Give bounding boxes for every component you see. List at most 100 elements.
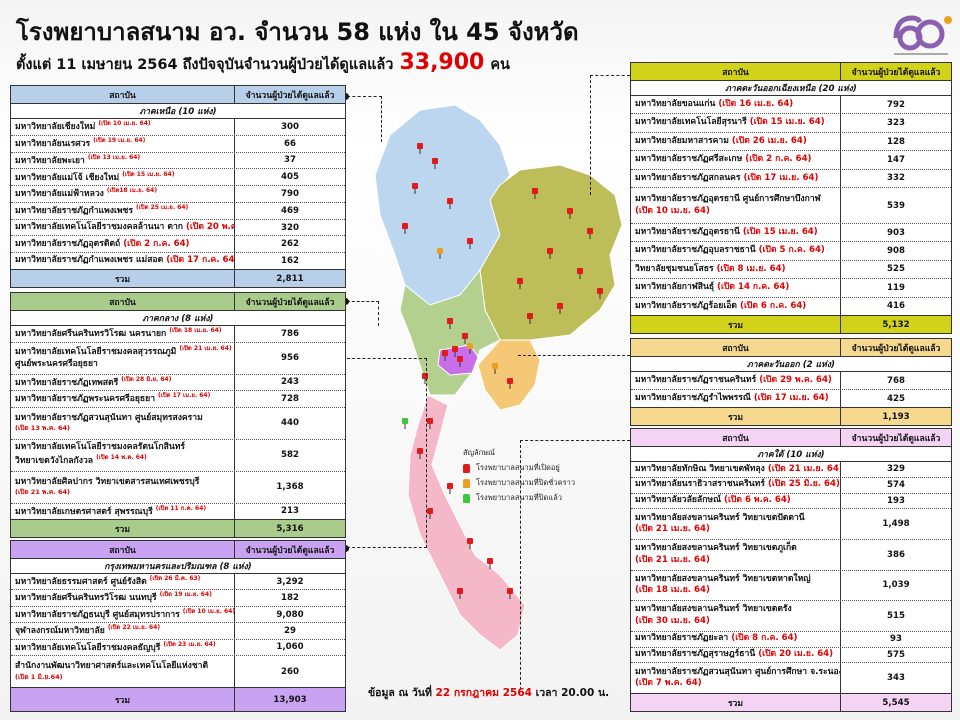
table-row: มหาวิทยาลัยทักษิณ วิทยาเขตพัทลุง (เปิด 21…	[631, 462, 951, 478]
institution-name: มหาวิทยาลัยพะเยา	[15, 155, 85, 166]
institution-line: มหาวิทยาลัยราชภัฏกำแพงเพชร (เปิด 25 เม.ย.…	[15, 204, 230, 217]
table-row: มหาวิทยาลัยราชภัฏอุตรดิตถ์ (เปิด 2 ก.ค. 6…	[11, 236, 345, 254]
column-header-institution: สถาบัน	[11, 293, 235, 310]
institution-cell: มหาวิทยาลัยราชภัฏอุดรธานี (เปิด 15 เม.ย. …	[631, 223, 841, 242]
legend-item-temp-closed: โรงพยาบาลสนามที่ปิดชั่วคราว	[463, 477, 575, 489]
institution-line: มหาวิทยาลัยราชภัฏพระนครศรีอยุธยา (เปิด 17…	[15, 392, 230, 405]
institution-line: มหาวิทยาลัยนราธิวาสราชนครินทร์ (เปิด 25 ม…	[635, 479, 840, 491]
map-pin-icon	[467, 538, 473, 549]
map-pin-icon	[517, 278, 523, 289]
institution-cell: มหาวิทยาลัยวลัยลักษณ์ (เปิด 6 พ.ค. 64)	[631, 493, 841, 509]
patient-count: 469	[281, 205, 299, 216]
opening-date: (เปิด 6 ก.ค. 64)	[740, 300, 807, 311]
map-region-east	[477, 339, 541, 411]
institution-cell: มหาวิทยาลัยนเรศวร (เปิด 19 เม.ย. 64)	[11, 135, 235, 152]
institution-name: มหาวิทยาลัยสงขลานครินทร์ วิทยาเขตปัตตานี	[635, 512, 805, 523]
region-label: ภาคเหนือ (10 แห่ง)	[11, 103, 345, 119]
table-row: มหาวิทยาลัยเชียงใหม่ (เปิด 10 เม.ย. 64) 30…	[11, 119, 345, 136]
institution-name: มหาวิทยาลัยราชภัฏกำแพงเพชร	[15, 205, 133, 216]
patient-count: 320	[281, 222, 299, 233]
institution-name: มหาวิทยาลัยเทคโนโลยีราชมงคลรัตนโกสินทร์	[15, 442, 186, 453]
legend-item-closed: โรงพยาบาลสนามที่ปิดแล้ว	[463, 492, 575, 504]
table-row: มหาวิทยาลัยขอนแก่น (เปิด 16 เม.ย. 64) 792	[631, 96, 951, 115]
table-row: มหาวิทยาลัยราชภัฏพระนครศรีอยุธยา (เปิด 17…	[11, 391, 345, 408]
map-pin-icon	[427, 418, 433, 429]
institution-line: มหาวิทยาลัยราชภัฏยะลา (เปิด 8 ก.ค. 64)	[635, 633, 836, 645]
opening-date: (เปิด 13 เม.ย. 64)	[87, 153, 141, 161]
map-pin-icon	[417, 143, 423, 154]
institution-name: จุฬาลงกรณ์มหาวิทยาลัย	[15, 626, 105, 637]
institution-name: มหาวิทยาลัยวลัยลักษณ์	[635, 495, 722, 506]
table-row: มหาวิทยาลัยศิลปากร วิทยาเขตสารสนเทศเพชรบ…	[11, 471, 345, 504]
institution-name: มหาวิทยาลัยราชภัฏอุดรธานี ศูนย์การศึกษาบ…	[635, 193, 821, 204]
patient-count: 343	[887, 673, 905, 684]
patient-count: 425	[887, 393, 905, 404]
institution-cell: มหาวิทยาลัยราชภัฏกำแพงเพชร (เปิด 25 เม.ย.…	[11, 202, 235, 219]
patient-count: 539	[887, 200, 905, 211]
table-north: สถาบัน จำนวนผู้ป่วยได้ดูแลแล้ว ภาคเหนือ (1…	[10, 85, 346, 288]
total-label: รวม	[631, 694, 841, 711]
patient-count: 300	[281, 121, 299, 132]
institution-line: จุฬาลงกรณ์มหาวิทยาลัย (เปิด 22 เม.ย. 64)	[15, 624, 230, 637]
institution-cell: มหาวิทยาลัยธรรมศาสตร์ ศูนย์รังสิต (เปิด 2…	[11, 574, 235, 590]
institution-line: มหาวิทยาลัยราชภัฏศรีสะเกษ (เปิด 2 ก.ค. 64…	[635, 154, 836, 166]
map-pin-icon	[412, 183, 418, 194]
patient-count: 790	[281, 189, 299, 200]
institution-name: มหาวิทยาลัยศรีนครินทรวิโรฒ นครนายก	[15, 328, 167, 339]
institution-cell: มหาวิทยาลัยทักษิณ วิทยาเขตพัทลุง (เปิด 21…	[631, 462, 841, 477]
map-pin-icon	[487, 558, 493, 569]
institution-name: มหาวิทยาลัยธรรมศาสตร์ ศูนย์รังสิต	[15, 576, 147, 587]
institution-line: มหาวิทยาลัยกาฬสินธุ์ (เปิด 14 ก.ค. 64)	[635, 282, 836, 294]
patient-count: 416	[887, 301, 905, 312]
institution-line: มหาวิทยาลัยสงขลานครินทร์ วิทยาเขตหาดใหญ่	[635, 574, 836, 586]
map-pin-icon	[447, 318, 453, 329]
table-row: มหาวิทยาลัยสงขลานครินทร์ วิทยาเขตปัตตานี…	[631, 509, 951, 540]
institution-line: มหาวิทยาลัยราชภัฏอุตรดิตถ์ (เปิด 2 ก.ค. 6…	[15, 239, 230, 251]
opening-date: (เปิด 19 เม.ย. 64)	[93, 136, 146, 144]
patient-count: 1,039	[882, 580, 910, 591]
opening-date: (เปิด 7 พ.ค. 64)	[635, 678, 702, 689]
table-row: มหาวิทยาลัยสงขลานครินทร์ วิทยาเขตหาดใหญ่…	[631, 570, 951, 602]
institution-cell: มหาวิทยาลัยพะเยา (เปิด 13 เม.ย. 64)	[11, 152, 235, 169]
region-label: ภาคใต้ (10 แห่ง)	[631, 446, 951, 462]
legend-title: สัญลักษณ์	[463, 448, 496, 457]
patient-count: 213	[281, 506, 299, 517]
table-row: มหาวิทยาลัยสงขลานครินทร์ วิทยาเขตตรัง (เป…	[631, 601, 951, 632]
institution-cell: มหาวิทยาลัยสงขลานครินทร์ วิทยาเขตหาดใหญ่…	[631, 570, 841, 601]
institution-cell: มหาวิทยาลัยเทคโนโลยีสุรนารี (เปิด 15 เม.ย…	[631, 114, 841, 132]
table-row: มหาวิทยาลัยราชภัฏอุบลราชธานี (เปิด 5 ก.ค.…	[631, 242, 951, 261]
institution-line: มหาวิทยาลัยนเรศวร (เปิด 19 เม.ย. 64)	[15, 137, 230, 150]
institution-cell: มหาวิทยาลัยราชภัฏราชนครินทร์ (เปิด 29 พ.ค…	[631, 372, 841, 389]
institution-line: สำนักงานพัฒนาวิทยาศาสตร์และเทคโนโลยีแห่ง…	[15, 661, 230, 673]
table-row: มหาวิทยาลัยราชภัฏธนบุรี ศูนย์สมุทรปราการ…	[11, 606, 345, 624]
opening-date: (เปิด 25 เม.ย. 64)	[136, 204, 189, 212]
page-subtitle: ตั้งแต่ 11 เมษายน 2564 ถึงปัจจุบันจำนวนผ…	[16, 50, 510, 76]
opening-date: (เปิด 17 เม.ย. 64)	[753, 392, 829, 403]
map-pin-icon	[547, 248, 553, 259]
region-label: ภาคตะวันออก (2 แห่ง)	[631, 356, 951, 372]
map-pin-icon	[467, 238, 473, 249]
institution-name: มหาวิทยาลัยเกษตรศาสตร์ สุพรรณบุรี	[15, 506, 153, 517]
institution-cell: วิทยาลัยชุมชนยโสธร (เปิด 8 เม.ย. 64)	[631, 260, 841, 279]
table-row: มหาวิทยาลัยเทคโนโลยีสุรนารี (เปิด 15 เม.ย…	[631, 114, 951, 133]
institution-cell: มหาวิทยาลัยศรีนครินทรวิโรฒ นนทบุรี (เปิด …	[11, 590, 235, 606]
table-row: มหาวิทยาลัยเทคโนโลยีราชมงคลล้านนา ตาก (เป…	[11, 219, 345, 237]
table-northeast: สถาบัน จำนวนผู้ป่วยได้ดูแลแล้ว ภาคตะวันออก…	[630, 62, 952, 334]
subtitle-prefix: ตั้งแต่ 11 เมษายน 2564 ถึงปัจจุบันจำนวนผ…	[16, 57, 394, 73]
map-pin-icon	[507, 378, 513, 389]
institution-cell: มหาวิทยาลัยแม่โจ้ เชียงใหม่ (เปิด 15 เม.ย…	[11, 169, 235, 186]
table-row: มหาวิทยาลัยนราธิวาสราชนครินทร์ (เปิด 25 ม…	[631, 477, 951, 494]
institution-line: มหาวิทยาลัยแม่โจ้ เชียงใหม่ (เปิด 15 เม.ย…	[15, 171, 230, 184]
patient-count: 29	[284, 625, 296, 636]
map-pin-icon	[402, 418, 408, 429]
patient-count: 243	[281, 377, 299, 388]
column-header-institution: สถาบัน	[631, 63, 841, 80]
total-label: รวม	[631, 408, 841, 425]
institution-line: มหาวิทยาลัยเทคโนโลยีราชมงคลล้านนา ตาก (เป…	[15, 222, 234, 234]
institution-line: มหาวิทยาลัยราชภัฏกำแพงเพชร แม่สอด (เปิด 1…	[15, 255, 234, 267]
map-pin-icon	[462, 333, 468, 344]
patient-count: 66	[284, 138, 296, 149]
patient-count: 182	[281, 593, 299, 604]
opening-date: (เปิด 14 พ.ค. 64)	[96, 454, 147, 462]
map-pin-icon	[492, 363, 498, 374]
